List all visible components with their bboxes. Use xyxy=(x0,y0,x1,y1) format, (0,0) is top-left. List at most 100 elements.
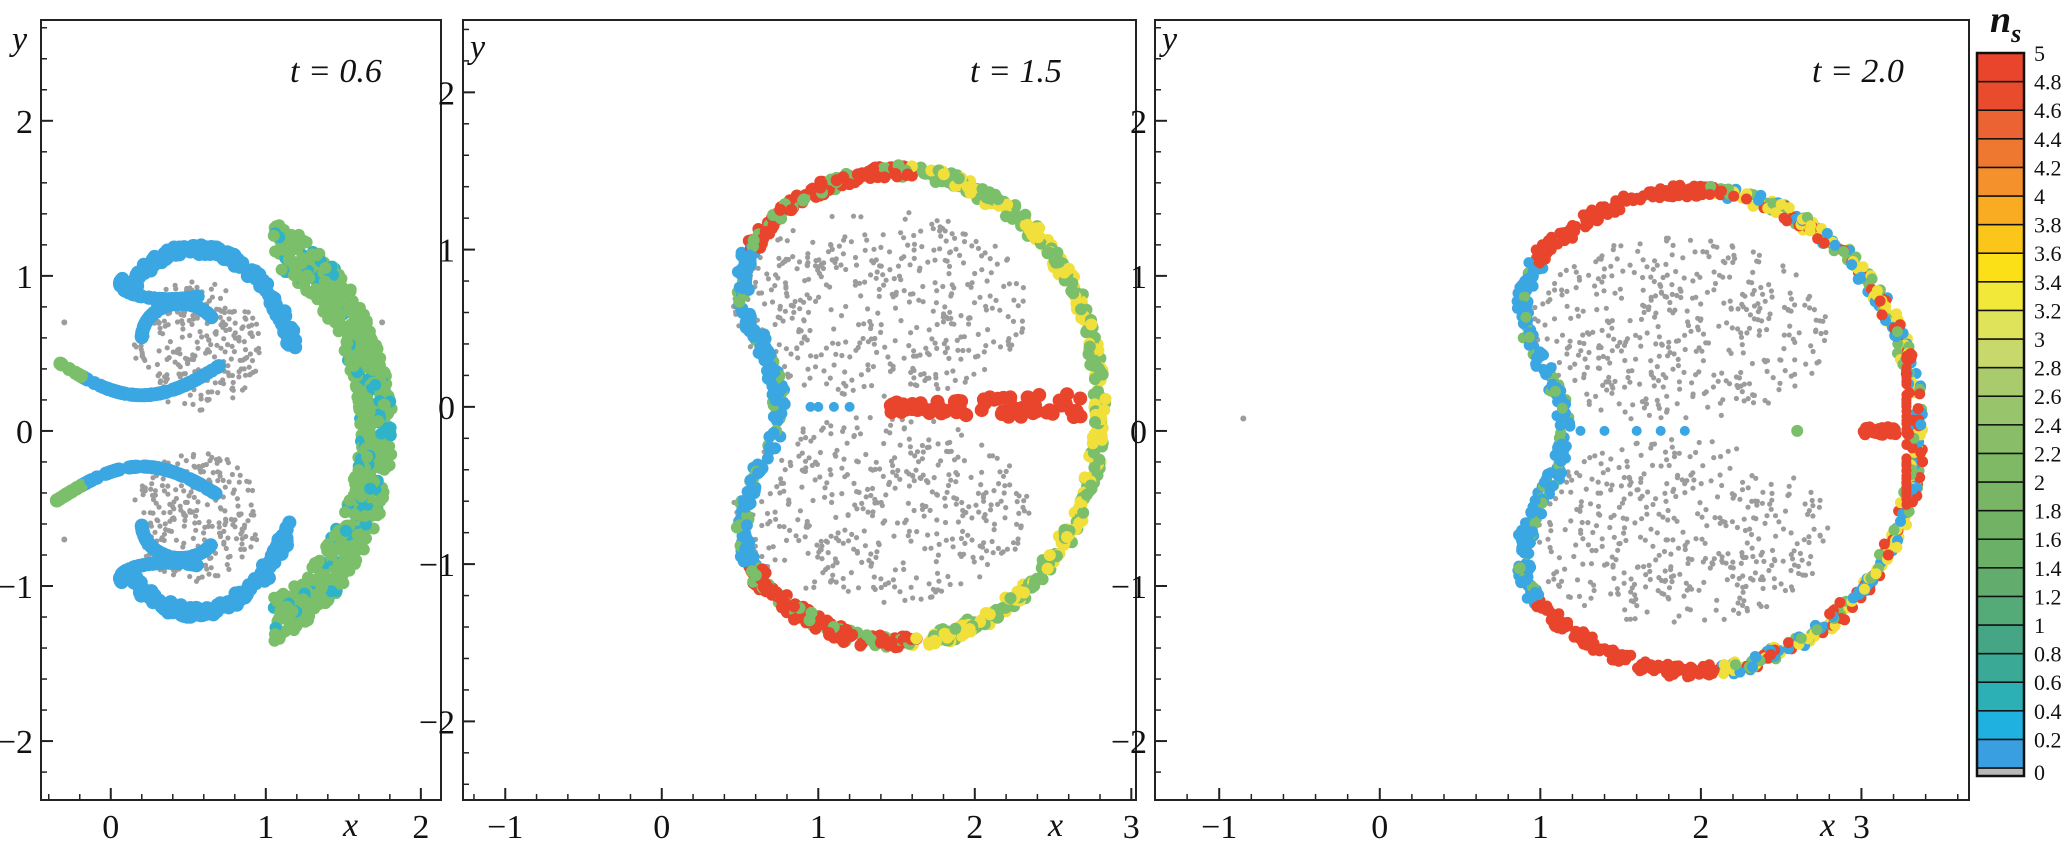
particle xyxy=(1026,510,1031,515)
particle xyxy=(1547,520,1552,525)
particle xyxy=(378,399,390,411)
particle xyxy=(883,582,888,587)
particle xyxy=(163,324,168,329)
particle xyxy=(1751,400,1756,405)
particle xyxy=(1017,493,1022,498)
particle xyxy=(1582,372,1587,377)
particle xyxy=(855,425,860,430)
particle xyxy=(1750,361,1755,366)
particle xyxy=(1007,281,1012,286)
particle xyxy=(959,433,964,438)
particle xyxy=(1677,286,1682,291)
particle xyxy=(179,483,184,488)
particle xyxy=(912,508,917,513)
particle xyxy=(911,348,916,353)
particle xyxy=(1586,542,1591,547)
particle xyxy=(914,354,919,359)
particle xyxy=(906,343,911,348)
particle xyxy=(314,569,326,581)
particle xyxy=(1751,249,1756,254)
particle xyxy=(1701,580,1706,585)
particle xyxy=(1586,350,1591,355)
particle xyxy=(908,539,913,544)
particle xyxy=(1645,489,1650,494)
particle xyxy=(775,593,787,605)
particle xyxy=(1720,560,1725,565)
particle xyxy=(1611,243,1616,248)
particle xyxy=(189,279,194,284)
particle xyxy=(205,502,210,507)
panel-title: t = 0.6 xyxy=(290,53,382,90)
particle xyxy=(206,519,211,524)
particle xyxy=(1712,269,1717,274)
particle xyxy=(1580,520,1585,525)
particle xyxy=(990,306,995,311)
y-tick-label: 1 xyxy=(438,233,455,270)
particle xyxy=(810,240,815,245)
particle xyxy=(920,284,925,289)
particle xyxy=(1001,284,1006,289)
particle xyxy=(973,354,978,359)
particle xyxy=(884,278,889,283)
particle xyxy=(943,504,948,509)
particle xyxy=(872,574,877,579)
particle xyxy=(920,503,925,508)
particle xyxy=(1070,404,1084,418)
particle xyxy=(193,465,198,470)
particle xyxy=(931,226,936,231)
particles xyxy=(731,159,1112,653)
particle xyxy=(1773,513,1778,518)
particle xyxy=(1777,381,1782,386)
particle xyxy=(99,467,113,481)
particle xyxy=(765,511,770,516)
particle xyxy=(1677,387,1682,392)
particle xyxy=(1572,264,1577,269)
particle xyxy=(1754,259,1759,264)
particle xyxy=(918,229,923,234)
particle xyxy=(943,228,948,233)
particle xyxy=(819,274,824,279)
particle xyxy=(928,508,933,513)
particle xyxy=(1817,505,1822,510)
particle xyxy=(861,321,866,326)
particle xyxy=(878,330,883,335)
particle xyxy=(211,470,216,475)
particle xyxy=(1019,209,1031,221)
particle xyxy=(1638,344,1643,349)
particle xyxy=(1622,358,1627,363)
particle xyxy=(1740,389,1745,394)
particle xyxy=(319,597,331,609)
particle xyxy=(854,415,859,420)
particle xyxy=(769,287,774,292)
particle xyxy=(856,585,861,590)
particle xyxy=(908,381,913,386)
particle xyxy=(1678,295,1683,300)
particle xyxy=(1642,304,1647,309)
particle xyxy=(1703,541,1708,546)
particle xyxy=(211,360,225,374)
particle xyxy=(1594,523,1599,528)
particle xyxy=(1618,243,1623,248)
particle xyxy=(1601,470,1606,475)
particle xyxy=(1701,358,1706,363)
particle xyxy=(929,222,934,227)
particle xyxy=(1582,603,1587,608)
particle xyxy=(113,276,127,290)
particle xyxy=(316,582,328,594)
particle xyxy=(1686,556,1691,561)
particle xyxy=(1597,343,1602,348)
particle xyxy=(1005,547,1010,552)
particle xyxy=(329,530,341,542)
particle xyxy=(156,373,161,378)
particle xyxy=(1568,365,1573,370)
particle xyxy=(958,313,963,318)
particle xyxy=(1787,324,1792,329)
particle xyxy=(745,311,757,323)
particle xyxy=(1788,568,1793,573)
particle xyxy=(924,376,929,381)
particle xyxy=(1616,592,1621,597)
particle xyxy=(983,343,988,348)
particle xyxy=(1730,560,1735,565)
particle xyxy=(374,359,386,371)
particle xyxy=(215,390,220,395)
